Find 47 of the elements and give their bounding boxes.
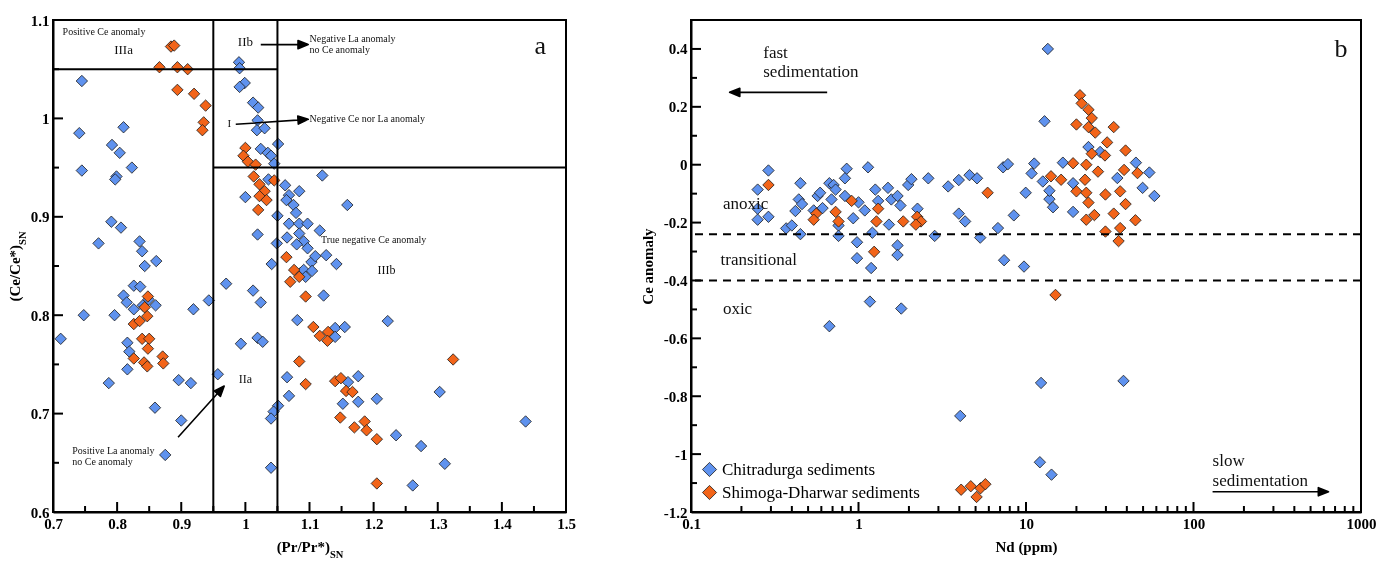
y-tick-label: -0.8 [663, 388, 688, 405]
x-tick-label: 1.4 [493, 515, 513, 532]
annotation: IIb [237, 33, 253, 49]
annotation: Positive Ce anomaly [62, 25, 146, 37]
annotation: IIa [238, 372, 253, 387]
annotation: anoxic [722, 194, 769, 214]
annotation: I [227, 117, 232, 130]
y-tick-label: -1 [675, 446, 688, 463]
legend-label: Chitradurga sediments [722, 459, 876, 479]
x-tick-label: 1.3 [428, 515, 448, 532]
x-tick-label: 1.5 [557, 515, 576, 532]
y-tick-label: 1.1 [30, 12, 50, 29]
x-tick-label: 1 [855, 515, 863, 532]
x-tick-label: 1000 [1346, 515, 1377, 532]
annotation: a [534, 30, 547, 60]
y-tick-label: 0.2 [668, 99, 688, 116]
x-axis-title: (Pr/Pr*)$_{SN}$ [276, 538, 344, 559]
annotation: transitional [720, 250, 798, 270]
x-tick-label: 100 [1182, 515, 1206, 532]
annotation: IIIa [114, 41, 134, 57]
annotation: slow sedimentation [1212, 451, 1309, 490]
x-tick-label: 0.8 [108, 515, 127, 532]
y-tick-label: 0 [680, 157, 688, 174]
annotation: Negative La anomaly no Ce anomaly [309, 32, 396, 56]
x-tick-label: 10 [1019, 515, 1034, 532]
y-tick-label: -0.6 [663, 330, 688, 347]
y-tick-label: 0.8 [30, 307, 50, 324]
annotation: IIIb [377, 262, 396, 277]
x-tick-label: 0.9 [172, 515, 192, 532]
annotation: Negative Ce nor La anomaly [309, 113, 426, 125]
legend-label: Shimoga-Dharwar sediments [722, 482, 920, 502]
x-tick-label: 1.1 [300, 515, 320, 532]
x-axis-title: Nd (ppm) [995, 538, 1058, 556]
x-tick-label: 1 [242, 515, 250, 532]
annotation: True negative Ce anomaly [320, 234, 427, 246]
y-tick-label: 0.7 [30, 406, 50, 423]
y-tick-label: -0.2 [663, 215, 688, 232]
y-tick-label: 1 [42, 110, 50, 127]
y-tick-label: 0.9 [30, 209, 50, 226]
annotation: fast sedimentation [763, 42, 860, 82]
x-tick-label: 1.2 [364, 515, 384, 532]
y-axis-title: Ce anomaly [639, 227, 656, 305]
y-tick-label: 0.4 [668, 41, 688, 58]
annotation: Positive La anomaly no Ce anomaly [72, 444, 155, 468]
annotation: b [1334, 33, 1348, 63]
annotation: oxic [722, 299, 753, 319]
y-tick-label: -0.4 [663, 272, 688, 289]
